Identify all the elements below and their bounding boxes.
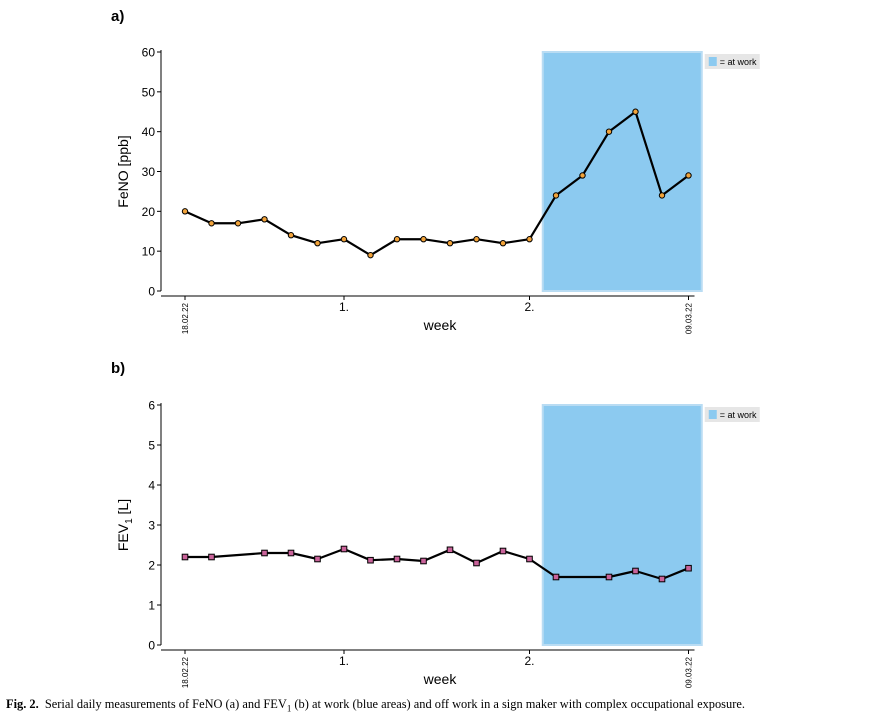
y-tick-label: 60 bbox=[142, 46, 156, 60]
x-tick-label: 1. bbox=[339, 654, 349, 668]
legend-label: = at work bbox=[720, 410, 757, 420]
y-tick-label: 0 bbox=[148, 285, 155, 299]
data-point bbox=[473, 559, 480, 567]
data-point bbox=[208, 220, 215, 227]
y-axis-title: FeNO [ppb] bbox=[115, 135, 131, 207]
data-point bbox=[287, 549, 295, 557]
data-point bbox=[499, 547, 507, 555]
x-tick-label: 09.03.22 bbox=[685, 302, 694, 334]
data-point bbox=[605, 128, 613, 135]
y-axis-title: FEV1 [L] bbox=[115, 499, 135, 551]
legend-swatch bbox=[708, 410, 717, 419]
data-point bbox=[579, 172, 586, 179]
data-point bbox=[526, 236, 533, 243]
data-point bbox=[340, 545, 348, 553]
x-tick-label: 2. bbox=[524, 654, 534, 668]
data-point bbox=[340, 236, 348, 243]
y-tick-label: 20 bbox=[142, 205, 156, 219]
data-point bbox=[208, 553, 215, 561]
data-point bbox=[446, 546, 454, 554]
x-axis-title: week bbox=[423, 317, 458, 333]
caption-subscript: 1 bbox=[286, 703, 292, 714]
data-point bbox=[605, 573, 613, 581]
legend-box bbox=[704, 54, 760, 69]
data-point bbox=[632, 567, 639, 575]
y-tick-label: 2 bbox=[148, 559, 155, 573]
data-point bbox=[393, 555, 401, 563]
x-tick-label: 18.02.22 bbox=[181, 656, 190, 688]
y-tick-label: 0 bbox=[148, 639, 155, 653]
data-point bbox=[632, 108, 639, 115]
x-tick-label: 09.03.22 bbox=[685, 656, 694, 688]
legend-label: = at work bbox=[720, 57, 757, 67]
legend-swatch bbox=[708, 57, 717, 66]
data-point bbox=[261, 549, 268, 557]
data-point bbox=[314, 240, 321, 247]
x-axis-title: week bbox=[423, 671, 458, 687]
series-line bbox=[184, 110, 690, 257]
data-point bbox=[499, 240, 507, 247]
data-point bbox=[420, 557, 427, 565]
x-tick-label: 2. bbox=[524, 300, 534, 314]
data-point bbox=[181, 208, 189, 215]
data-point bbox=[420, 236, 427, 243]
data-point bbox=[658, 192, 666, 199]
data-point bbox=[446, 240, 454, 247]
y-tick-label: 30 bbox=[142, 165, 156, 179]
y-tick-label: 10 bbox=[142, 245, 156, 259]
data-point bbox=[685, 172, 692, 179]
at-work-area bbox=[541, 51, 703, 292]
data-point bbox=[685, 564, 692, 572]
figure-caption: Fig. 2. Serial daily measurements of FeN… bbox=[6, 697, 870, 713]
data-point bbox=[367, 556, 374, 564]
y-tick-label: 40 bbox=[142, 125, 156, 139]
data-point bbox=[552, 573, 560, 581]
data-point bbox=[234, 220, 242, 227]
caption-text: Serial daily measurements of FeNO (a) an… bbox=[44, 697, 287, 711]
y-tick-label: 1 bbox=[148, 599, 155, 613]
x-tick-label: 18.02.22 bbox=[181, 302, 190, 334]
data-point bbox=[181, 553, 189, 561]
series-line bbox=[185, 547, 689, 581]
data-point bbox=[287, 232, 295, 239]
data-point bbox=[552, 192, 560, 199]
data-point bbox=[393, 236, 401, 243]
caption-text-end: (b) at work (blue areas) and off work in… bbox=[291, 697, 745, 711]
panel-label: a) bbox=[111, 8, 124, 25]
panel-b-chart: = at work 0 1 2 3 4 5 6 18.02.22 1. 2. 09.03.22 week… bbox=[111, 360, 760, 688]
at-work-area bbox=[541, 404, 703, 646]
data-point bbox=[473, 236, 480, 243]
data-point bbox=[314, 555, 321, 563]
y-tick-label: 6 bbox=[148, 399, 155, 413]
y-tick-label: 5 bbox=[148, 439, 155, 453]
y-tick-label: 4 bbox=[148, 479, 155, 493]
panel-label: b) bbox=[111, 360, 125, 377]
x-tick-label: 1. bbox=[339, 300, 349, 314]
caption-label: Fig. 2. bbox=[6, 697, 39, 711]
y-tick-label: 3 bbox=[148, 519, 155, 533]
data-point bbox=[658, 575, 666, 583]
legend-box bbox=[704, 407, 760, 422]
data-point bbox=[367, 251, 374, 259]
data-point bbox=[261, 216, 268, 223]
y-tick-label: 50 bbox=[142, 85, 156, 99]
panel-a-chart: = at work 0 10 20 30 40 50 60 18.02.22 1. 2. 09.03.… bbox=[111, 8, 760, 334]
data-point bbox=[526, 555, 533, 563]
